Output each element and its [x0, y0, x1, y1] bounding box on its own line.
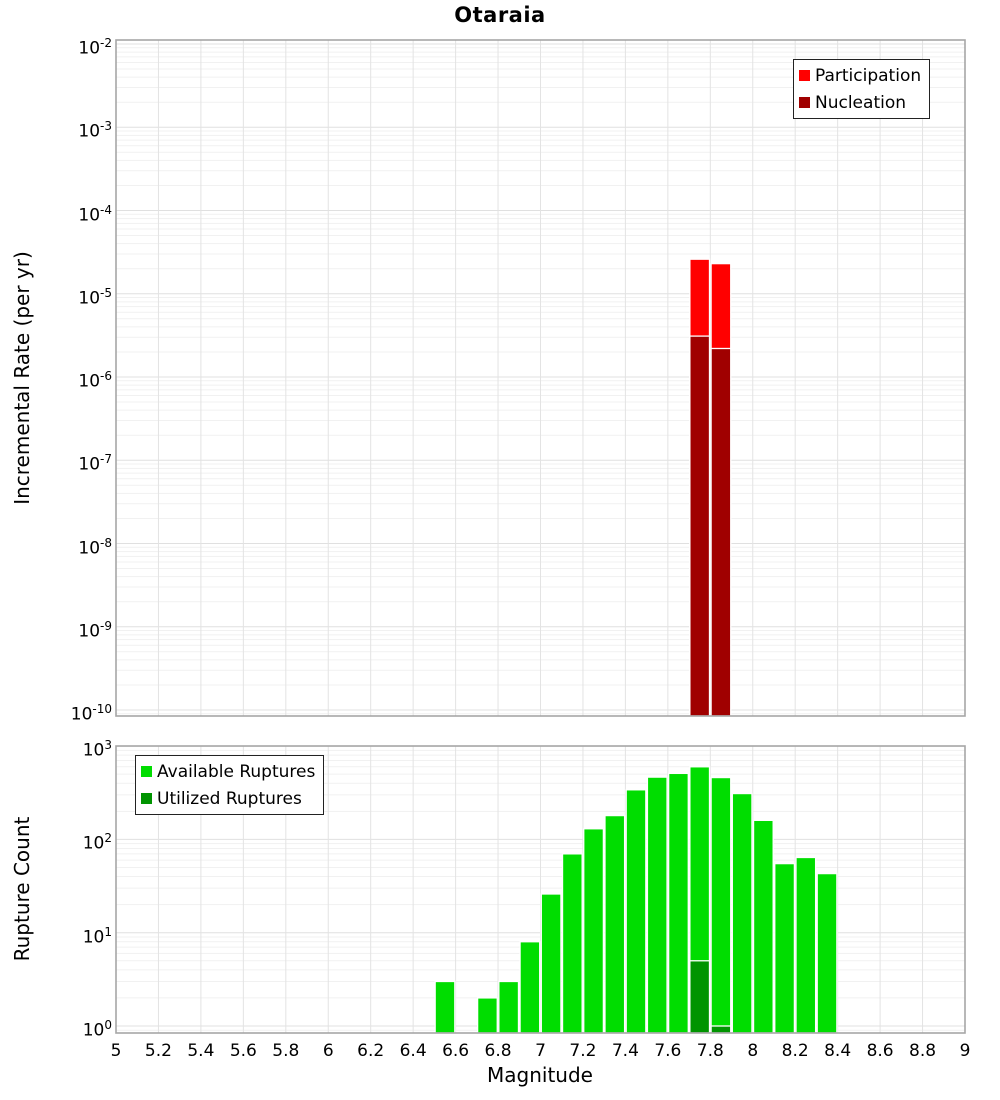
utilized-ruptures-swatch-icon [141, 793, 152, 804]
bar-available-ruptures [476, 997, 498, 1034]
nucleation-swatch-icon [799, 97, 810, 108]
x-tick-label: 5.8 [272, 1041, 300, 1061]
bar-nucleation [710, 347, 732, 717]
bar-available-ruptures [561, 853, 583, 1034]
x-tick-label: 8.2 [781, 1041, 809, 1061]
available-ruptures-swatch-icon [141, 766, 152, 777]
bar-available-ruptures [752, 819, 774, 1034]
legend-bottom: Available Ruptures Utilized Ruptures [135, 755, 325, 815]
bar-available-ruptures [434, 980, 456, 1034]
incremental-rate-plot [115, 39, 966, 717]
legend-item-available-ruptures: Available Ruptures [141, 758, 315, 785]
y-tick-label: 10-3 [78, 119, 112, 142]
bar-available-ruptures [646, 776, 668, 1034]
bar-available-ruptures [795, 856, 817, 1034]
y-tick-label: 10-8 [78, 535, 112, 559]
x-tick-label: 6.4 [399, 1041, 427, 1061]
y-tick-label: 10-4 [78, 202, 112, 226]
legend-item-utilized-ruptures: Utilized Ruptures [141, 785, 315, 812]
bar-nucleation [689, 335, 711, 717]
x-tick-label: 7.4 [611, 1041, 639, 1061]
x-tick-label: 7.8 [696, 1041, 724, 1061]
participation-swatch-icon [799, 70, 810, 81]
x-tick-label: 7.2 [569, 1041, 597, 1061]
legend-label-nucleation: Nucleation [815, 92, 907, 113]
y-tick-label: 10-6 [78, 369, 112, 392]
y-tick-label: 10-9 [78, 618, 112, 642]
x-tick-label: 8 [747, 1041, 759, 1061]
y-tick-label: 100 [82, 1018, 112, 1041]
x-tick-label: 6.8 [484, 1041, 512, 1061]
y-tick-label: 102 [82, 831, 112, 855]
legend-label-utilized-ruptures: Utilized Ruptures [157, 788, 302, 809]
legend-label-participation: Participation [815, 65, 922, 86]
x-tick-label: 7 [535, 1041, 546, 1061]
bar-available-ruptures [710, 776, 732, 1034]
bar-utilized-ruptures [689, 960, 711, 1034]
bar-available-ruptures [540, 893, 562, 1034]
bar-available-ruptures [816, 872, 838, 1034]
legend-top: Participation Nucleation [793, 59, 931, 119]
bar-available-ruptures [774, 862, 796, 1034]
x-tick-label: 7.6 [654, 1041, 682, 1061]
x-tick-label: 8.6 [866, 1041, 894, 1061]
legend-item-participation: Participation [799, 62, 921, 89]
chart-title: Otaraia [454, 3, 546, 27]
x-tick-label: 6.2 [357, 1041, 385, 1061]
legend-item-nucleation: Nucleation [799, 89, 921, 116]
bar-available-ruptures [625, 789, 647, 1034]
x-tick-label: 9 [959, 1041, 971, 1061]
x-axis-label: Magnitude [487, 1063, 593, 1087]
y-tick-label: 10-10 [70, 702, 112, 725]
y-tick-label: 101 [82, 924, 112, 948]
bar-available-ruptures [668, 772, 689, 1034]
plot-frame [115, 745, 966, 1034]
bar-available-ruptures [498, 980, 520, 1034]
bar-utilized-ruptures [710, 1025, 732, 1034]
y-tick-label: 10-5 [78, 285, 112, 309]
x-tick-label: 5.6 [229, 1041, 257, 1061]
x-tick-label: 5.2 [144, 1041, 172, 1061]
bar-available-ruptures [731, 792, 753, 1034]
x-tick-label: 6 [322, 1041, 334, 1061]
x-tick-label: 5 [110, 1041, 122, 1061]
legend-label-available-ruptures: Available Ruptures [157, 761, 316, 782]
y-tick-label: 10-7 [78, 452, 112, 475]
x-tick-label: 8.8 [909, 1041, 937, 1061]
bar-available-ruptures [519, 941, 541, 1034]
x-tick-label: 6.6 [442, 1041, 470, 1061]
x-tick-label: 8.4 [824, 1041, 852, 1061]
y-tick-label: 103 [82, 738, 112, 761]
bar-available-ruptures [604, 814, 626, 1034]
x-tick-label: 5.4 [187, 1041, 215, 1061]
plot-frame [115, 39, 966, 717]
bar-available-ruptures [583, 828, 605, 1034]
y-tick-label: 10-2 [78, 36, 112, 59]
